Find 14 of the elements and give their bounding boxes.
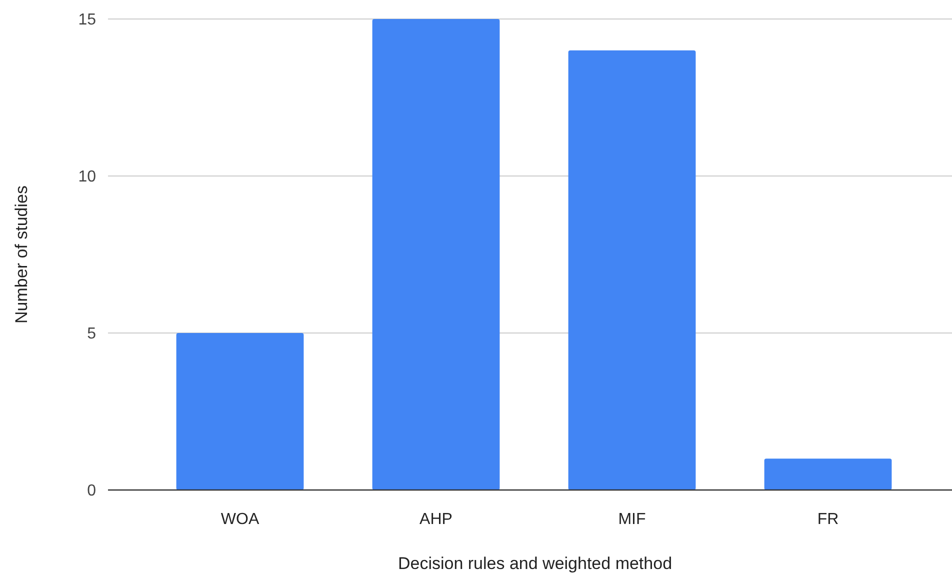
y-tick-label: 5: [87, 326, 96, 343]
bar: [372, 19, 500, 490]
bar: [568, 50, 696, 490]
y-axis-title: Number of studies: [12, 186, 31, 324]
y-tick-label: 15: [78, 12, 96, 29]
y-tick-label: 0: [87, 482, 96, 500]
x-tick-label: AHP: [420, 511, 452, 528]
x-tick-label: WOA: [220, 511, 260, 528]
x-tick-label: MIF: [618, 511, 646, 528]
y-tick-label: 10: [78, 168, 96, 186]
x-axis-title: Decision rules and weighted method: [398, 554, 672, 573]
x-tick-label: FR: [817, 511, 839, 528]
bar: [764, 458, 892, 490]
bar: [176, 333, 304, 490]
